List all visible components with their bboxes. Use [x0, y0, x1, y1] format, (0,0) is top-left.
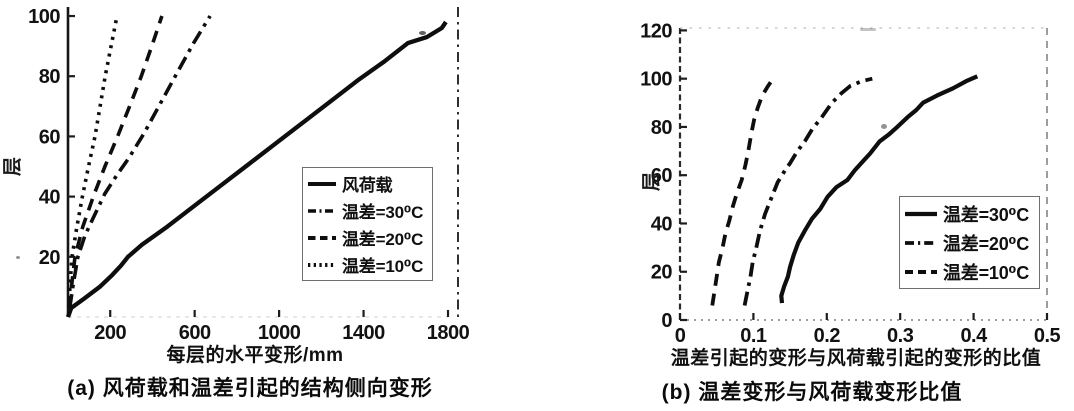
dashed-line-swatch-icon	[308, 235, 336, 240]
legend-item-dt30: 温差=30⁰C	[904, 201, 1035, 227]
y-tick-label: 80	[651, 117, 673, 139]
y-tick-label: 60	[39, 126, 61, 148]
legend-label: 温差=20⁰C	[342, 230, 424, 249]
y-tick-label: 100	[28, 6, 60, 28]
series-line-dashdot	[742, 76, 873, 306]
series-line-solid	[779, 74, 979, 304]
scan-speck	[419, 31, 426, 35]
x-tick-label: 0.5	[1034, 325, 1061, 347]
scan-speck	[881, 124, 887, 129]
legend-label: 温差=30⁰C	[342, 203, 424, 222]
y-tick-label: 20	[651, 262, 673, 284]
x-tick-label: 0.3	[887, 325, 914, 347]
y-tick-label: 40	[39, 187, 61, 209]
dotted-line-swatch-icon	[308, 262, 336, 267]
scan-speck	[16, 256, 20, 259]
x-tick-label: 1400	[342, 322, 385, 344]
dashdot-line-swatch-icon	[308, 208, 336, 213]
chart-a-x-axis-label: 每层的水平变形/mm	[166, 345, 344, 366]
legend-label: 温差=10⁰C	[342, 257, 424, 276]
chart-b-x-axis-label: 温差引起的变形与风荷载引起的变形的比值	[670, 348, 1042, 369]
legend-item-dt10: 温差=10⁰C	[307, 252, 428, 277]
x-tick-label: 200	[94, 322, 126, 344]
y-tick-label: 80	[39, 66, 61, 88]
series-line-dotted	[67, 15, 119, 309]
y-tick-label: 20	[39, 247, 61, 269]
solid-line-swatch-icon	[905, 211, 937, 216]
x-tick-label: 0.2	[814, 325, 841, 347]
series-line-dashed	[710, 75, 777, 306]
y-tick-label: 40	[651, 213, 673, 235]
series-line-solid	[65, 20, 448, 318]
x-tick-label: 0.4	[960, 325, 988, 347]
series-line-dashdot	[67, 15, 212, 309]
chart-a-caption: (a) 风荷载和温差引起的结构侧向变形	[67, 377, 433, 400]
chart-b-plot: 0 20 40 60 80 100 120 0 0.1 0.2 0.3 0.4 0.5	[640, 20, 1061, 347]
x-tick-label: 1000	[258, 322, 301, 344]
legend-item-dt30: 温差=30⁰C	[307, 198, 428, 223]
y-tick-label: 120	[640, 20, 672, 42]
legend-label: 温差=30⁰C	[943, 204, 1030, 225]
y-tick-label: 100	[640, 69, 672, 91]
chart-b-y-axis-label: 层	[641, 172, 663, 192]
dashdot-line-swatch-icon	[905, 240, 937, 245]
legend-item-wind-load: 风荷载	[307, 171, 428, 196]
series-line-dashed	[67, 15, 164, 309]
x-tick-label: 0.1	[740, 325, 767, 347]
x-tick-label: 600	[179, 322, 211, 344]
x-tick-label: 0	[675, 325, 686, 347]
chart-b-caption: (b) 温差变形与风荷载变形比值	[661, 381, 963, 404]
chart-b-legend: 温差=30⁰C 温差=20⁰C 温差=10⁰C	[899, 196, 1040, 289]
chart-a-legend: 风荷载 温差=30⁰C 温差=20⁰C 温差=10⁰C	[302, 167, 433, 281]
legend-item-dt20: 温差=20⁰C	[904, 230, 1035, 256]
y-tick-label: 0	[661, 310, 672, 332]
legend-label: 温差=10⁰C	[943, 262, 1030, 283]
legend-item-dt10: 温差=10⁰C	[904, 259, 1035, 285]
dashed-line-swatch-icon	[905, 269, 937, 274]
scan-speck	[860, 28, 876, 31]
solid-line-swatch-icon	[308, 181, 336, 186]
chart-a-y-axis-label: 层	[2, 157, 24, 177]
legend-item-dt20: 温差=20⁰C	[307, 225, 428, 250]
y-tick-label: 60	[651, 165, 673, 187]
x-tick-label: 1800	[427, 322, 470, 344]
legend-label: 温差=20⁰C	[943, 233, 1030, 254]
legend-label: 风荷载	[342, 176, 393, 195]
chart-a-plot: 20 40 60 80 100 200 600 1000 1400 1800	[28, 6, 470, 344]
